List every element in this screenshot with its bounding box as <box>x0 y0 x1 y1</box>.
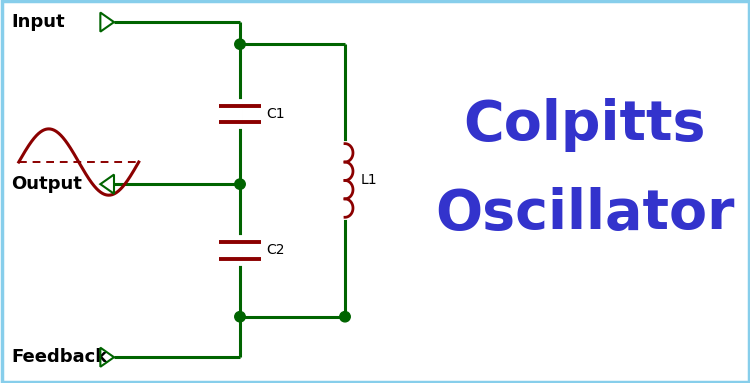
Circle shape <box>235 311 245 322</box>
Circle shape <box>340 311 350 322</box>
Text: Colpitts: Colpitts <box>464 98 706 152</box>
Text: C2: C2 <box>266 244 285 257</box>
Text: Input: Input <box>11 13 64 31</box>
Text: Feedback: Feedback <box>11 348 107 366</box>
Circle shape <box>235 39 245 49</box>
Text: Oscillator: Oscillator <box>435 187 735 241</box>
Text: Output: Output <box>11 175 82 193</box>
Text: L1: L1 <box>361 173 377 187</box>
Circle shape <box>235 179 245 189</box>
Text: C1: C1 <box>266 107 285 121</box>
